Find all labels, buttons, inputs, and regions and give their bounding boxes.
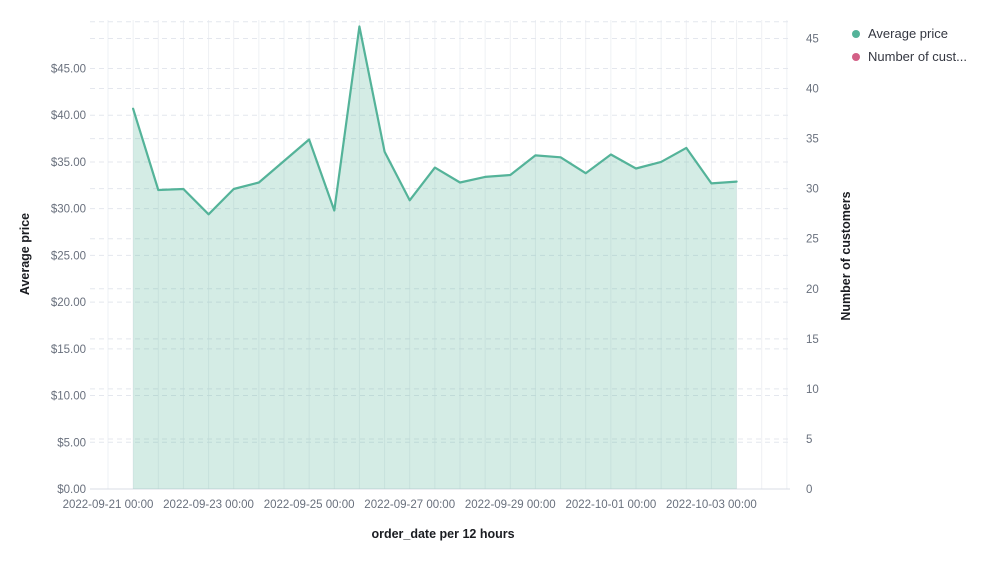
right-axis-tick-label: 35: [806, 134, 819, 146]
legend-item-number-of-customers[interactable]: Number of cust...: [852, 48, 967, 65]
legend-label-number-of-customers: Number of cust...: [868, 49, 967, 64]
left-axis-tick-label: $25.00: [51, 250, 86, 262]
right-axis-tick-label: 30: [806, 184, 819, 196]
x-axis-title: order_date per 12 hours: [371, 527, 515, 541]
x-axis-tick-label: 2022-09-27 00:00: [364, 499, 455, 511]
x-axis-tick-label: 2022-09-21 00:00: [63, 499, 154, 511]
x-axis-tick-label: 2022-09-23 00:00: [163, 499, 254, 511]
left-axis-title: Average price: [18, 212, 32, 296]
left-axis-tick-label: $5.00: [57, 437, 86, 449]
average-price-series-dot-icon: [852, 29, 860, 38]
left-axis-tick-label: $0.00: [57, 484, 86, 496]
right-axis-tick-label: 25: [806, 234, 819, 246]
right-axis-title: Number of customers: [839, 191, 853, 321]
left-axis-tick-label: $10.00: [51, 391, 86, 403]
left-axis-tick-label: $40.00: [51, 110, 86, 122]
plot-area[interactable]: [90, 20, 790, 489]
right-axis-tick-label: 15: [806, 334, 819, 346]
legend-item-average-price[interactable]: Average price: [852, 25, 967, 42]
number-of-customers-series-dot-icon: [852, 52, 860, 61]
x-axis-tick-label: 2022-10-01 00:00: [565, 499, 656, 511]
legend-label-average-price: Average price: [868, 26, 948, 41]
left-axis-tick-label: $30.00: [51, 204, 86, 216]
left-axis-tick-label: $15.00: [51, 344, 86, 356]
x-axis-tick-label: 2022-09-29 00:00: [465, 499, 556, 511]
left-axis-tick-label: $45.00: [51, 64, 86, 76]
legend: Average price Number of cust...: [852, 25, 967, 65]
average-price-line: [132, 25, 738, 216]
left-axis-tick-label: $20.00: [51, 297, 86, 309]
right-axis-tick-label: 5: [806, 434, 812, 446]
average-price-area: [133, 26, 737, 489]
x-axis-tick-label: 2022-09-25 00:00: [264, 499, 355, 511]
right-axis-tick-label: 40: [806, 84, 819, 96]
right-axis-tick-label: 10: [806, 384, 819, 396]
right-axis-tick-label: 45: [806, 34, 819, 46]
right-axis-tick-label: 20: [806, 284, 819, 296]
x-axis-tick-label: 2022-10-03 00:00: [666, 499, 757, 511]
right-axis-tick-label: 0: [806, 484, 812, 496]
left-axis-tick-label: $35.00: [51, 157, 86, 169]
